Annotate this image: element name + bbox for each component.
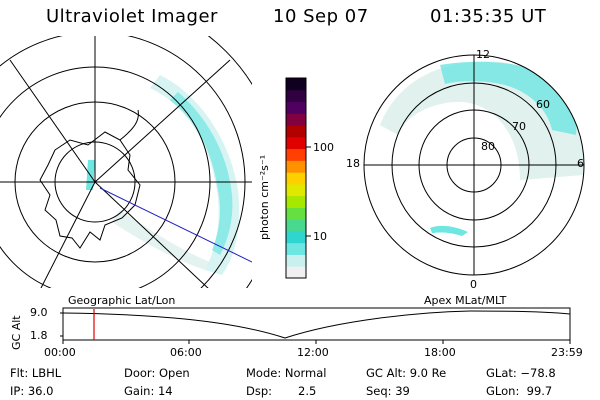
colorbar-tick-10: 10 [313, 230, 327, 243]
mode-value: Mode: Normal [246, 366, 327, 380]
apex-lat-60: 60 [536, 98, 550, 111]
colorbar-segment [286, 101, 306, 114]
sequence-number: Seq: 39 [366, 384, 410, 398]
x-tick-1200: 12:00 [297, 346, 329, 359]
colorbar-segment [286, 219, 306, 232]
dsp-value: 2.5 [298, 384, 317, 398]
apex-mlt-12: 12 [476, 48, 490, 61]
coastline [39, 131, 141, 249]
colorbar-tick-100: 100 [313, 141, 334, 154]
meridians [0, 36, 252, 288]
gc-altitude: GC Alt: 9.0 Re [366, 366, 447, 380]
colorbar-segment [286, 207, 306, 220]
colorbar-segment [286, 195, 306, 208]
door-status: Door: Open [124, 366, 190, 380]
colorbar-unit-label: photon cm⁻²s⁻¹ [258, 154, 271, 240]
aurora-oval-bright [170, 92, 233, 255]
apex-aurora-patch [430, 225, 468, 236]
satellite-track [99, 187, 252, 263]
colorbar-segment [286, 172, 306, 185]
altitude-tick-9: 9.0 [30, 306, 48, 319]
colorbar [285, 77, 311, 279]
geographic-map [0, 36, 252, 288]
colorbar-segment [286, 242, 306, 255]
peninsula [119, 109, 139, 141]
geographic-longitude: GLon: 99.7 [486, 384, 553, 398]
gain-value: Gain: 14 [124, 384, 173, 398]
altitude-plot [60, 307, 571, 344]
dsp-label: Dsp: [246, 384, 273, 398]
altitude-axis-label: GC Alt [10, 315, 23, 350]
ip-value: IP: 36.0 [10, 384, 54, 398]
x-tick-0000: 00:00 [44, 346, 76, 359]
apex-lat-80: 80 [481, 140, 495, 153]
altitude-curve [62, 310, 571, 339]
colorbar-segment [286, 89, 306, 103]
colorbar-segment [286, 254, 306, 267]
colorbar-segment [286, 266, 306, 279]
apex-mlt-18: 18 [346, 157, 360, 170]
colorbar-segment [286, 148, 306, 161]
x-tick-0600: 06:00 [170, 346, 202, 359]
colorbar-segment [286, 125, 306, 138]
apex-lat-70: 70 [512, 120, 526, 133]
apex-map [363, 54, 585, 276]
apex-label: Apex MLat/MLT [424, 294, 507, 307]
instrument-title: Ultraviolet Imager [46, 6, 218, 27]
geographic-label: Geographic Lat/Lon [68, 294, 176, 307]
x-tick-1800: 18:00 [424, 346, 456, 359]
colorbar-segment [286, 78, 306, 91]
x-tick-2359: 23:59 [551, 346, 583, 359]
flight-filter: Flt: LBHL [10, 366, 62, 380]
apex-mlt-6: 6 [577, 157, 584, 170]
colorbar-segment [286, 183, 306, 197]
colorbar-segment [286, 136, 306, 150]
date-label: 10 Sep 07 [273, 6, 369, 27]
time-label: 01:35:35 UT [430, 6, 547, 27]
apex-mlt-0: 0 [470, 278, 477, 291]
colorbar-segment [286, 160, 306, 173]
colorbar-segment [286, 113, 306, 126]
altitude-tick-1-8: 1.8 [30, 329, 48, 342]
geographic-latitude: GLat: −78.8 [486, 366, 556, 380]
colorbar-segment [286, 230, 306, 244]
aurora-haze [112, 210, 210, 270]
